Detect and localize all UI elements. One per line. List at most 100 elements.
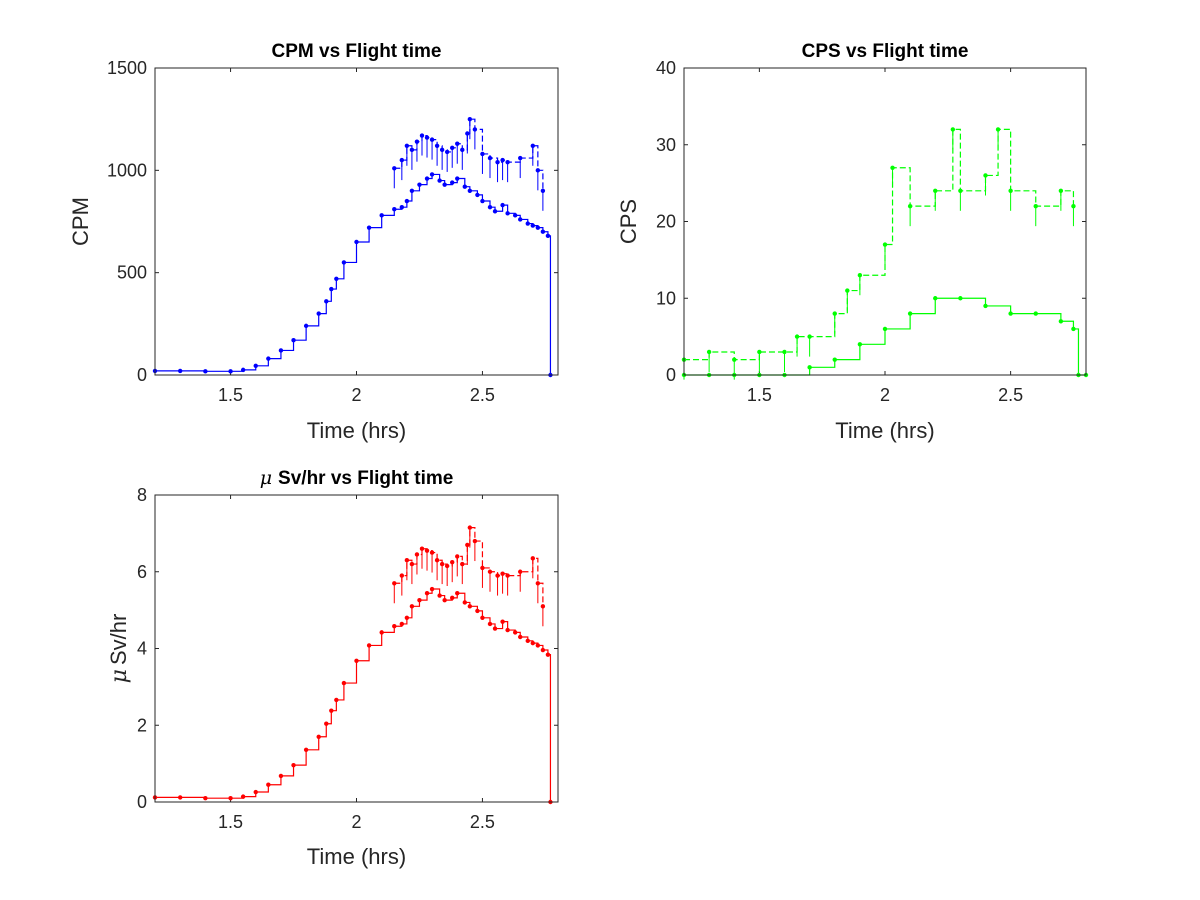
series-line xyxy=(155,173,552,375)
data-point xyxy=(512,630,518,635)
data-point xyxy=(329,708,334,713)
data-point xyxy=(303,323,309,329)
data-point xyxy=(379,213,384,218)
series-line xyxy=(684,128,1075,361)
x-tick-label: 1.5 xyxy=(747,385,772,405)
data-point xyxy=(467,604,473,609)
data-point xyxy=(983,303,988,309)
data-point xyxy=(1033,311,1038,316)
y-tick-label: 4 xyxy=(137,639,147,659)
data-point xyxy=(857,273,863,278)
data-point xyxy=(409,604,415,609)
data-point xyxy=(1071,326,1076,332)
data-point xyxy=(203,369,208,374)
data-point xyxy=(278,773,284,779)
y-tick-label: 10 xyxy=(656,288,676,308)
y-tick-label: 1500 xyxy=(107,58,147,78)
data-point xyxy=(492,209,498,214)
y-tick-label: 30 xyxy=(656,135,676,155)
data-point xyxy=(505,211,510,216)
data-point xyxy=(782,349,787,355)
x-tick-label: 2 xyxy=(351,812,361,832)
data-point xyxy=(253,363,258,368)
data-point xyxy=(832,311,837,316)
chart-usv: μ Sv/hr vs Flight time 1.5 2 2.5 0 2 4 6 8 Time … xyxy=(106,467,559,869)
data-point xyxy=(1058,319,1064,324)
chart-cpm: CPM vs Flight time 1.5 2 2.5 0 500 1000 1500 T… xyxy=(68,41,559,443)
data-point xyxy=(329,286,334,292)
data-point xyxy=(404,615,410,620)
data-point xyxy=(450,180,455,185)
data-point xyxy=(278,348,284,353)
data-point xyxy=(882,326,888,332)
data-point xyxy=(480,198,485,204)
data-point xyxy=(958,296,963,301)
data-point xyxy=(429,172,435,177)
data-point xyxy=(291,338,296,343)
data-point xyxy=(545,652,551,657)
data-point xyxy=(757,349,762,355)
x-tick-label: 1.5 xyxy=(218,812,243,832)
data-point xyxy=(399,621,405,627)
data-point xyxy=(530,640,536,646)
axes-box xyxy=(154,67,559,376)
data-point xyxy=(442,597,447,603)
data-point xyxy=(316,734,321,739)
chart-title: μ Sv/hr vs Flight time xyxy=(260,467,454,489)
data-point xyxy=(177,795,183,800)
data-point xyxy=(240,367,246,373)
x-axis-label: Time (hrs) xyxy=(307,418,406,443)
data-point xyxy=(266,782,271,787)
data-point xyxy=(518,217,523,222)
y-tick-label: 40 xyxy=(656,58,676,78)
data-point xyxy=(462,600,468,605)
data-point xyxy=(429,586,435,592)
ylabel-text: Sv/hr xyxy=(106,614,131,665)
y-tick-label: 0 xyxy=(666,365,676,385)
data-point xyxy=(500,202,505,208)
data-point xyxy=(341,260,347,265)
y-tick-label: 500 xyxy=(117,263,147,283)
data-point xyxy=(253,789,258,795)
data-point xyxy=(303,747,309,753)
y-tick-label: 0 xyxy=(137,365,147,385)
axes-box xyxy=(683,67,1087,376)
axis-ticks: 1.5 2 2.5 0 2 4 6 8 xyxy=(137,485,558,832)
data-point xyxy=(518,634,523,640)
data-point xyxy=(354,239,359,245)
chart-title: CPS vs Flight time xyxy=(802,41,969,62)
y-axis-label: CPM xyxy=(68,197,93,246)
data-point xyxy=(404,198,410,204)
data-point xyxy=(450,595,455,601)
data-point xyxy=(392,207,397,212)
data-point xyxy=(392,624,397,629)
plot-area xyxy=(152,525,553,805)
x-tick-label: 2 xyxy=(351,385,361,405)
data-point xyxy=(409,188,415,193)
x-tick-label: 2.5 xyxy=(998,385,1023,405)
data-point xyxy=(535,643,541,648)
data-point xyxy=(475,608,480,614)
data-point xyxy=(540,229,546,234)
plot-area xyxy=(152,116,553,378)
data-point xyxy=(832,357,837,362)
data-point xyxy=(334,276,339,282)
data-point xyxy=(203,795,208,801)
x-tick-label: 2.5 xyxy=(470,812,495,832)
data-point xyxy=(417,182,422,187)
data-point xyxy=(907,311,913,316)
data-point xyxy=(480,615,485,620)
data-point xyxy=(706,349,712,355)
data-point xyxy=(462,184,468,189)
data-point xyxy=(540,647,546,653)
data-point xyxy=(545,233,551,239)
chart-title: CPM vs Flight time xyxy=(272,41,442,62)
data-point xyxy=(857,342,863,347)
data-point xyxy=(437,593,442,598)
title-text: Sv/hr vs Flight time xyxy=(278,468,453,489)
y-tick-label: 6 xyxy=(137,562,147,582)
data-point xyxy=(366,225,372,230)
axis-ticks: 1.5 2 2.5 0 500 1000 1500 xyxy=(107,58,558,405)
